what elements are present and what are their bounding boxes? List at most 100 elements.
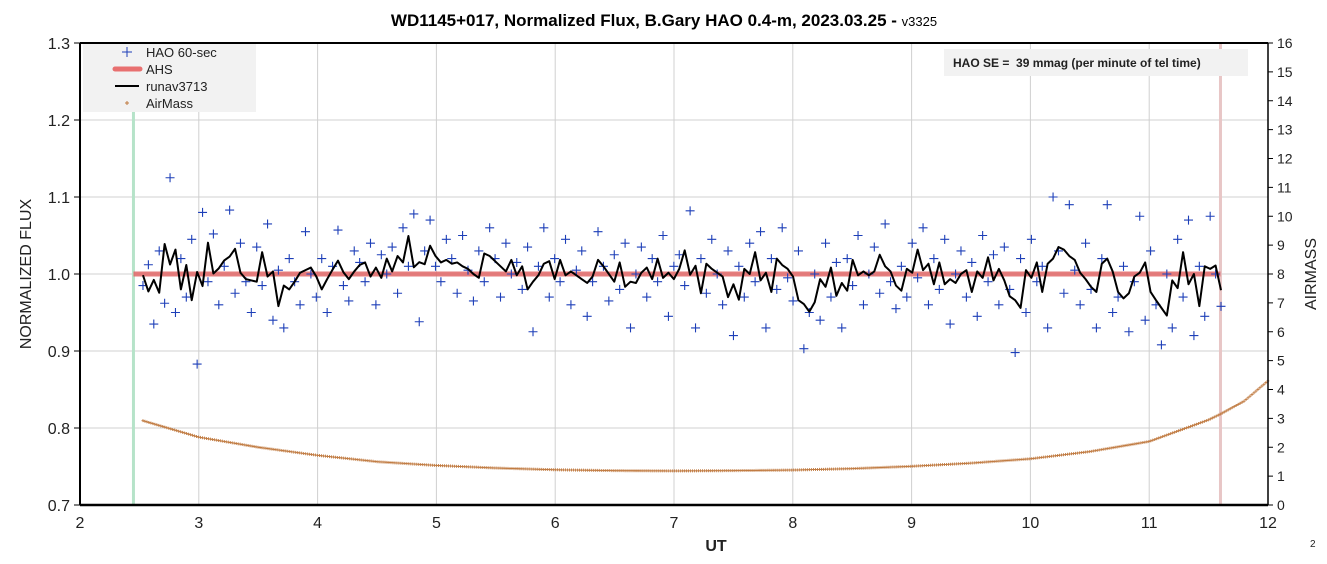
y2-tick-label: 15 xyxy=(1277,64,1293,80)
airmass-point xyxy=(1183,427,1187,431)
flux-point xyxy=(647,254,657,264)
flux-point xyxy=(956,246,966,256)
airmass-point xyxy=(1185,426,1189,430)
flux-point xyxy=(1075,300,1085,310)
flux-point xyxy=(766,254,776,264)
airmass-point xyxy=(1192,423,1196,427)
airmass-point xyxy=(1173,430,1177,434)
flux-point xyxy=(1173,234,1183,244)
flux-point xyxy=(430,261,440,271)
x-tick-label: 8 xyxy=(788,515,797,532)
flux-point xyxy=(913,273,923,283)
flux-point xyxy=(653,277,663,287)
airmass-point xyxy=(1161,435,1165,439)
flux-point xyxy=(1043,323,1053,333)
airmass-point xyxy=(1264,381,1268,385)
flux-point xyxy=(555,277,565,287)
flux-point xyxy=(550,254,560,264)
x-tick-label: 10 xyxy=(1022,515,1040,532)
flux-point xyxy=(338,281,348,291)
airmass-point xyxy=(151,422,155,426)
airmass-point xyxy=(177,429,181,433)
flux-point xyxy=(523,242,533,252)
flux-point xyxy=(263,219,273,229)
airmass-point xyxy=(195,434,199,438)
flux-point xyxy=(279,323,289,333)
y2-tick-label: 1 xyxy=(1277,468,1285,484)
flux-point xyxy=(701,288,711,298)
flux-point xyxy=(788,296,798,306)
x-tick-label: 6 xyxy=(551,515,560,532)
flux-point xyxy=(642,292,652,302)
airmass-point xyxy=(1250,392,1254,396)
flux-point xyxy=(593,227,603,237)
airmass-point xyxy=(1240,400,1244,404)
airmass-point xyxy=(1216,413,1220,417)
airmass-point xyxy=(171,427,175,431)
flux-point xyxy=(707,234,717,244)
flux-point xyxy=(566,300,576,310)
airmass-point xyxy=(1179,428,1183,432)
airmass-point xyxy=(1210,416,1214,420)
airmass-point xyxy=(1214,414,1218,418)
flux-point xyxy=(810,269,820,279)
y2-tick-label: 8 xyxy=(1277,266,1285,282)
airmass-point xyxy=(1260,384,1264,388)
annotation: HAO SE = 39 mmag (per minute of tel time… xyxy=(944,49,1248,76)
airmass-point xyxy=(1262,382,1266,386)
airmass-point xyxy=(173,428,177,432)
flux-point xyxy=(1037,261,1047,271)
flux-point xyxy=(869,242,879,252)
flux-point xyxy=(246,308,256,317)
flux-point xyxy=(1026,234,1036,244)
flux-point xyxy=(273,265,283,275)
flux-point xyxy=(777,223,787,233)
airmass-point xyxy=(189,433,193,437)
airmass-point xyxy=(1188,424,1192,428)
flux-point xyxy=(826,292,836,302)
flux-point xyxy=(252,242,262,252)
airmass-point xyxy=(141,419,145,423)
chart-version: v3325 xyxy=(902,14,937,29)
flux-point xyxy=(831,257,841,267)
flux-point xyxy=(181,292,191,302)
flux-point xyxy=(322,308,332,317)
flux-point xyxy=(485,223,495,233)
flux-point xyxy=(409,209,419,219)
flux-point xyxy=(414,317,424,327)
flux-point xyxy=(902,292,912,302)
airmass-point xyxy=(1218,412,1222,416)
flux-point xyxy=(896,261,906,271)
y2-tick-label: 13 xyxy=(1277,122,1293,138)
flux-point xyxy=(636,242,646,252)
flux-point xyxy=(284,254,294,264)
flux-point xyxy=(728,331,738,341)
y-axis-label: NORMALIZED FLUX xyxy=(18,199,35,350)
flux-point xyxy=(192,359,202,369)
flux-point xyxy=(615,284,625,294)
flux-point xyxy=(561,234,571,244)
flux-point xyxy=(257,281,267,291)
flux-point xyxy=(528,327,538,337)
flux-point xyxy=(496,292,506,302)
airmass-point xyxy=(1228,407,1232,411)
flux-point xyxy=(1081,238,1091,248)
flux-point xyxy=(198,207,208,217)
flux-point xyxy=(696,254,706,264)
flux-point xyxy=(458,231,468,240)
airmass-point xyxy=(1159,435,1163,439)
airmass-point xyxy=(1236,402,1240,406)
flux-point xyxy=(750,277,760,287)
flux-point xyxy=(268,315,278,325)
y-tick-label: 1.3 xyxy=(48,36,70,53)
flux-point xyxy=(1189,331,1199,341)
airmass-point xyxy=(155,423,159,427)
flux-point xyxy=(154,246,164,256)
airmass-point xyxy=(1187,425,1191,429)
axes xyxy=(74,42,1273,507)
airmass-point xyxy=(1232,405,1236,409)
flux-point xyxy=(972,311,982,321)
flux-point xyxy=(858,300,868,310)
airmass-point xyxy=(1206,418,1210,422)
legend-airmass-symbol xyxy=(125,101,129,105)
